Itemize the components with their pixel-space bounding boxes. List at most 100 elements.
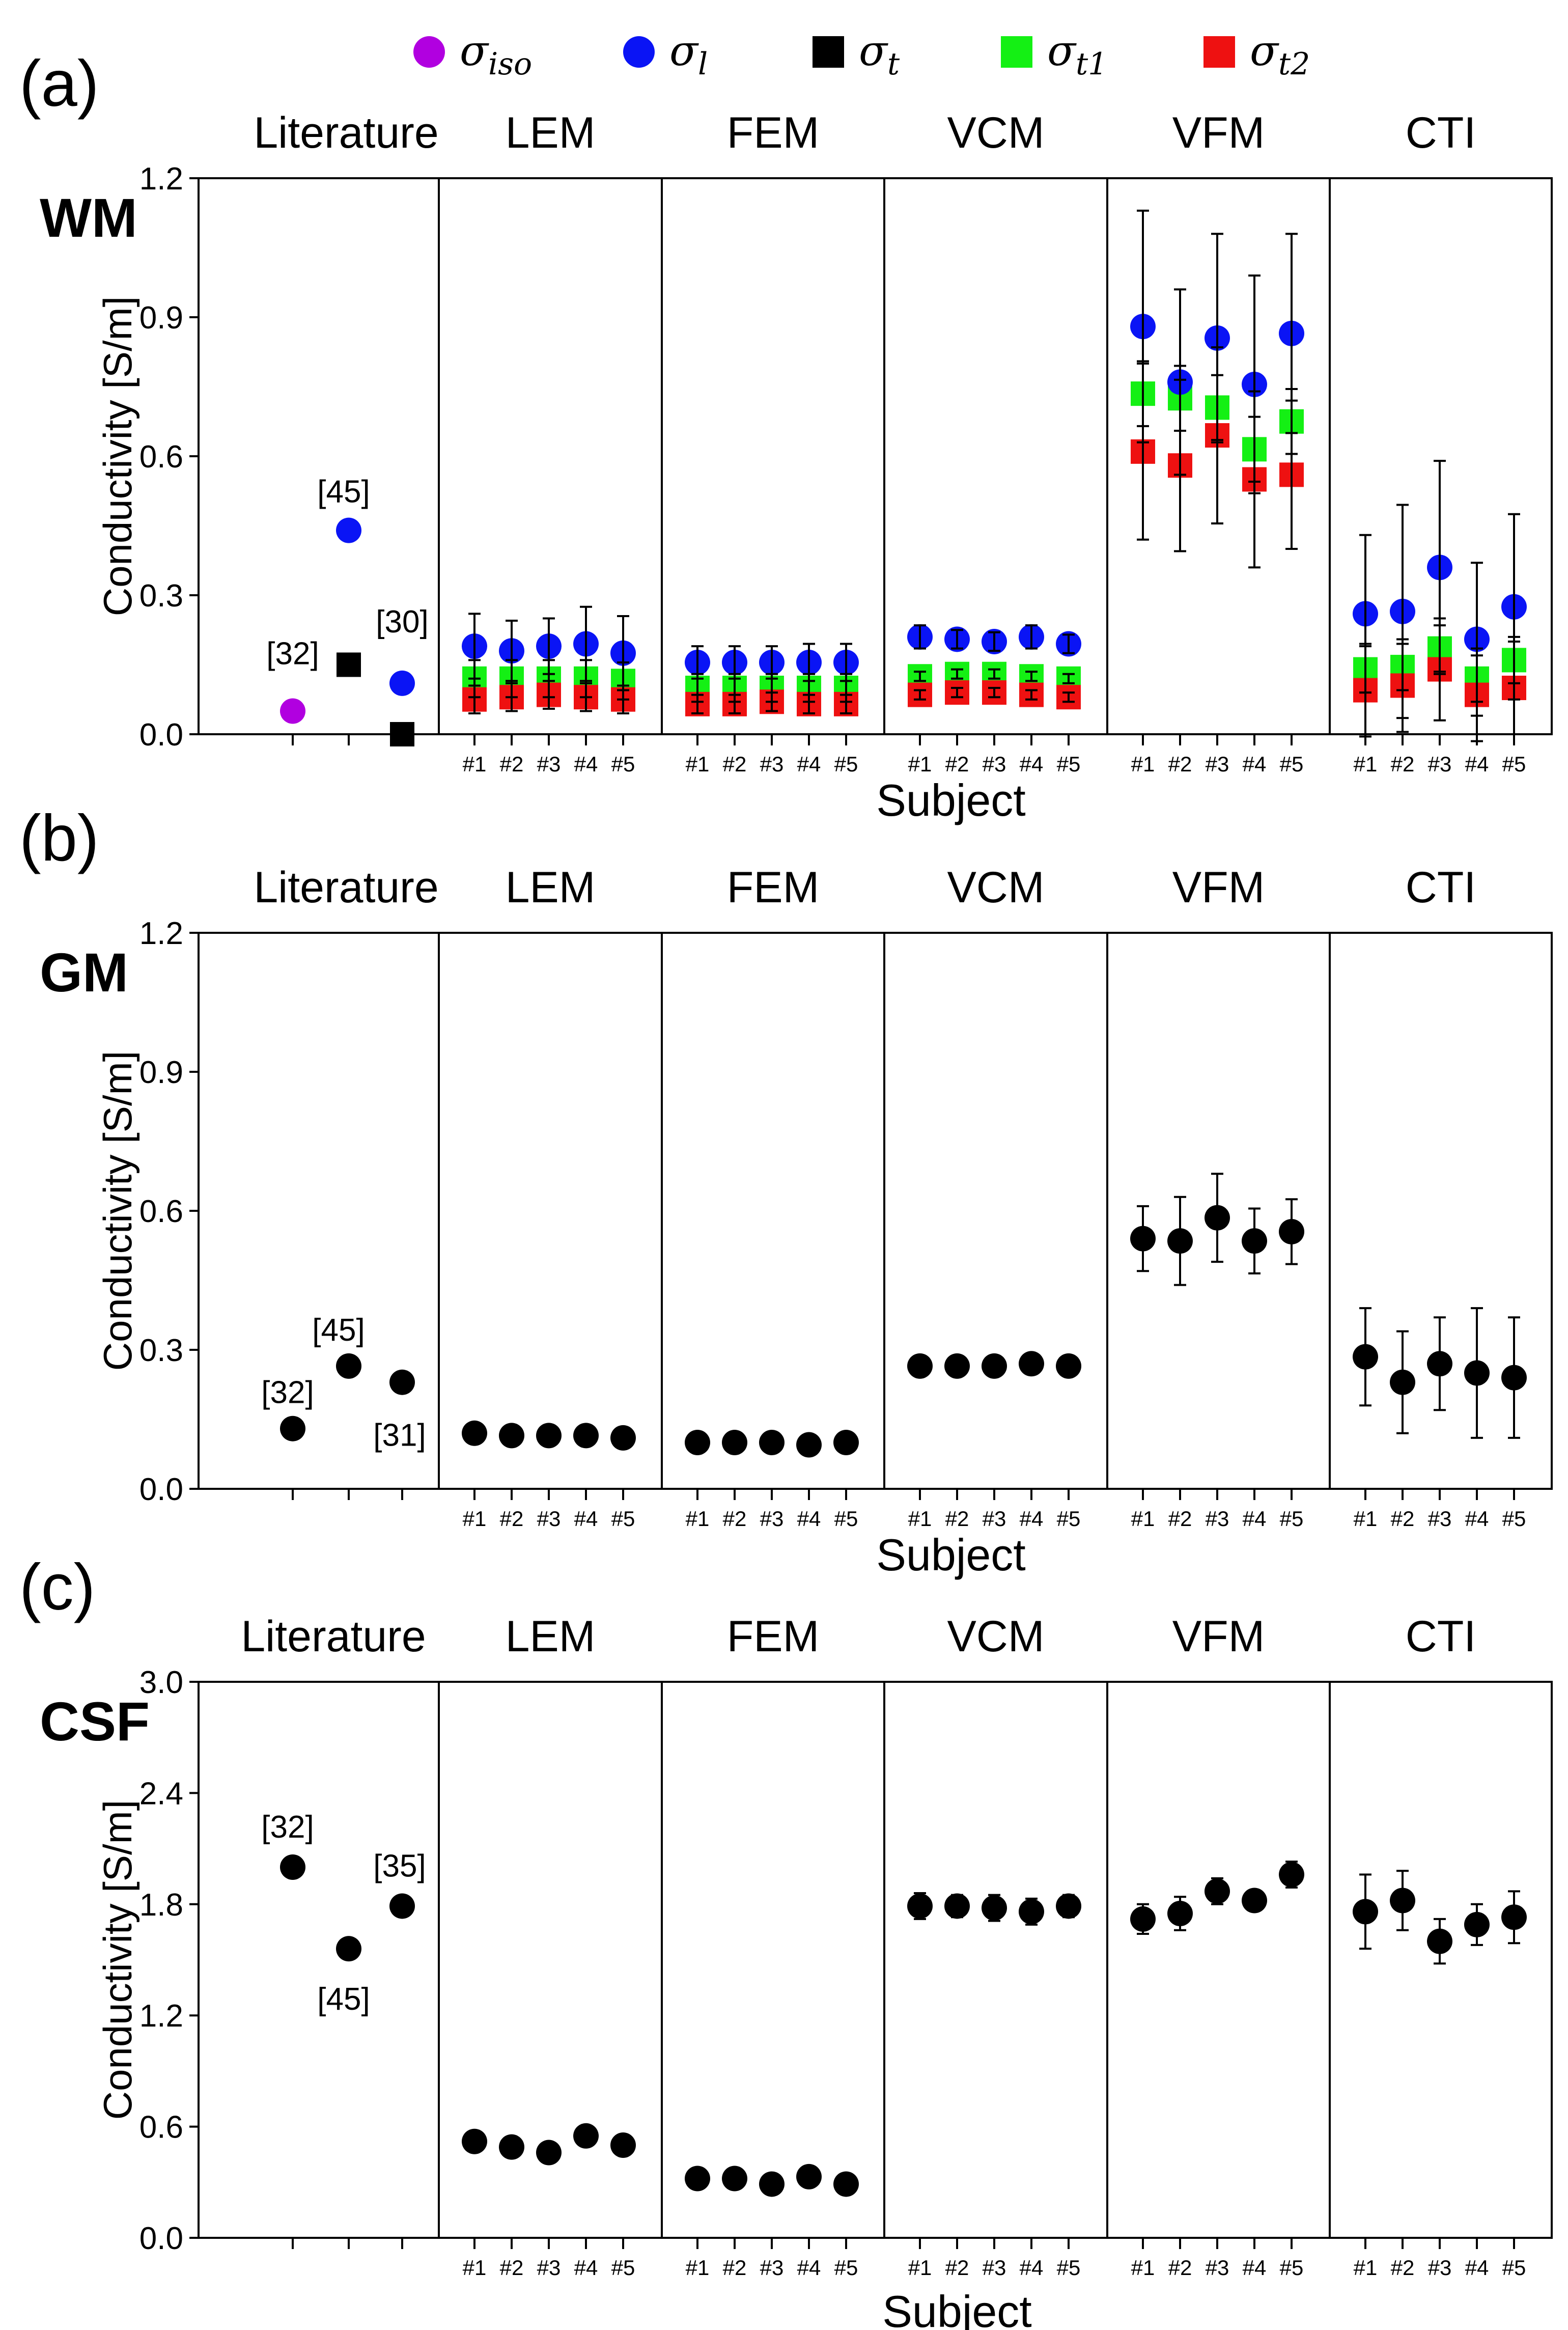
data-point [462,2128,487,2154]
data-point [1279,1218,1304,1244]
x-tick-label: #2 [723,1507,747,1531]
y-tick-label: 1.2 [139,1999,183,2034]
data-point [1501,1365,1527,1391]
plot-frame [1106,1681,1331,2239]
y-tick-label: 1.8 [139,1888,183,1923]
column-header: FEM [727,863,820,912]
x-tick-label: #2 [723,2256,747,2280]
x-tick-label: #1 [908,1507,932,1531]
x-tick-label: #3 [760,752,784,776]
x-tick-label: #4 [797,752,821,776]
data-point [389,1369,415,1395]
column-header: LEM [506,1612,596,1661]
data-point [1427,1351,1452,1377]
x-tick-label: #4 [1243,752,1267,776]
column-header: CTI [1406,108,1476,157]
error-bar [729,694,741,715]
data-point [610,1425,636,1451]
x-tick-label: #5 [611,2256,635,2280]
data-point [390,722,414,746]
column-header: VFM [1172,863,1265,912]
x-tick-label: #1 [686,1507,710,1531]
x-tick-label: #1 [463,1507,487,1531]
column-header: VCM [947,1612,1044,1661]
data-point [833,1430,859,1455]
data-point [1167,1901,1193,1926]
x-tick-label: #2 [1391,752,1415,776]
data-point [722,1430,747,1455]
x-tick-label: #1 [1354,1507,1378,1531]
legend-label-subscript: iso [488,46,532,82]
x-tick-label: #4 [1020,2256,1044,2280]
legend-label: σl [669,27,708,82]
column-header: VFM [1172,108,1265,157]
data-point [336,1936,361,1962]
data-point [280,1416,305,1441]
error-bar [803,643,815,682]
error-bar [1211,233,1223,443]
literature-ref: [30] [376,604,428,640]
x-tick-label: #2 [945,752,969,776]
legend-marker [813,36,844,68]
error-bar [691,645,704,680]
data-point [1019,1351,1044,1377]
data-point [610,2132,636,2158]
x-tick-label: #2 [500,1507,524,1531]
legend-marker [1001,36,1032,68]
error-bar [1025,671,1038,682]
x-tick-label: #1 [1131,1507,1155,1531]
error-bar [1062,691,1075,703]
x-axis-label: Subject [882,2286,1032,2330]
error-bar [951,629,963,650]
error-bar [1359,534,1371,694]
y-axis-label: Conductivity [S/m] [95,1800,140,2120]
data-point [573,2123,599,2149]
x-tick-label: #2 [945,2256,969,2280]
data-point [536,2140,562,2166]
error-bar [543,617,555,675]
literature-ref: [32] [261,1375,314,1410]
panel-letter: (b) [19,802,99,875]
x-tick-label: #4 [574,2256,598,2280]
legend-marker [413,36,445,68]
data-point [1205,1205,1230,1231]
data-point [336,1353,361,1379]
data-point [1130,1906,1156,1932]
y-tick-label: 0.3 [139,1333,183,1368]
legend-label-subscript: t2 [1278,46,1310,82]
error-bar [1508,513,1520,701]
error-bar [1137,209,1149,443]
data-point [336,517,361,543]
error-bar [1062,673,1075,684]
x-tick-label: #2 [945,1507,969,1531]
x-tick-label: #1 [686,2256,710,2280]
error-bar [951,687,963,699]
x-tick-label: #5 [1280,752,1304,776]
y-tick-label: 0.6 [139,2110,183,2145]
x-tick-label: #4 [1243,1507,1267,1531]
data-point [499,2134,524,2160]
error-bar [1025,689,1038,701]
data-point [280,698,305,724]
legend-label: σt [859,27,900,82]
error-bar [840,694,852,715]
error-bar [729,645,741,680]
x-tick-label: #2 [1391,1507,1415,1531]
data-point [1390,1369,1415,1395]
x-tick-label: #1 [1354,2256,1378,2280]
error-bar [1285,233,1298,434]
plot-frame [883,1681,1108,2239]
x-tick-label: #4 [797,2256,821,2280]
literature-ref: [45] [317,475,370,510]
x-tick-label: #5 [1057,2256,1081,2280]
x-tick-label: #5 [1280,1507,1304,1531]
x-tick-label: #5 [611,752,635,776]
panel-letter: (a) [19,47,99,120]
column-header: CTI [1406,1612,1476,1661]
y-tick-label: 1.2 [139,161,183,197]
x-tick-label: #5 [834,2256,858,2280]
x-tick-label: #3 [1206,752,1229,776]
data-point [907,1353,933,1379]
data-point [1130,1226,1156,1252]
x-tick-label: #1 [1354,752,1378,776]
